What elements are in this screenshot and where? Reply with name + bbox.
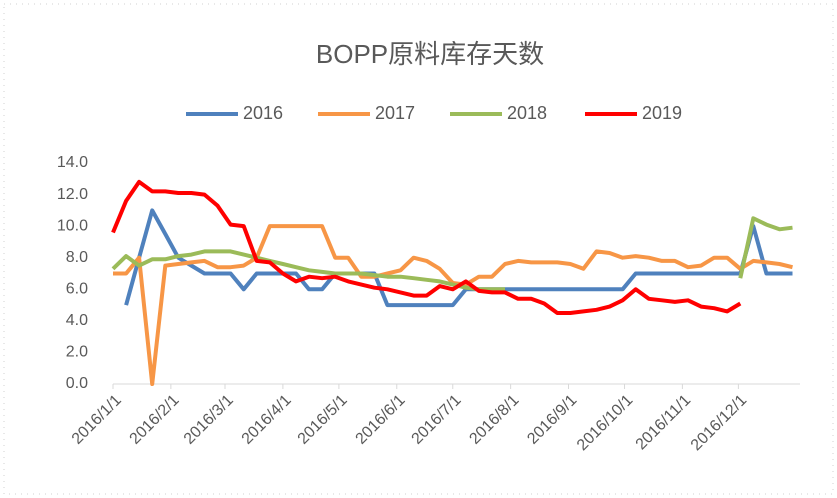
y-tick-label: 0.0 [66,375,88,392]
legend-label: 2017 [375,103,415,123]
y-tick-label: 4.0 [66,312,88,329]
y-tick-label: 2.0 [66,344,88,361]
data-line [124,208,793,308]
legend-label: 2016 [243,103,283,123]
data-line [111,179,742,315]
y-tick-label: 10.0 [57,217,88,234]
legend-label: 2018 [507,103,547,123]
y-tick-label: 8.0 [66,249,88,266]
y-tick-label: 14.0 [57,154,88,171]
chart-title: BOPP原料库存天数 [316,39,544,69]
y-tick-label: 6.0 [66,281,88,298]
y-tick-label: 12.0 [57,186,88,203]
legend-label: 2019 [642,103,682,123]
data-line [111,216,793,292]
